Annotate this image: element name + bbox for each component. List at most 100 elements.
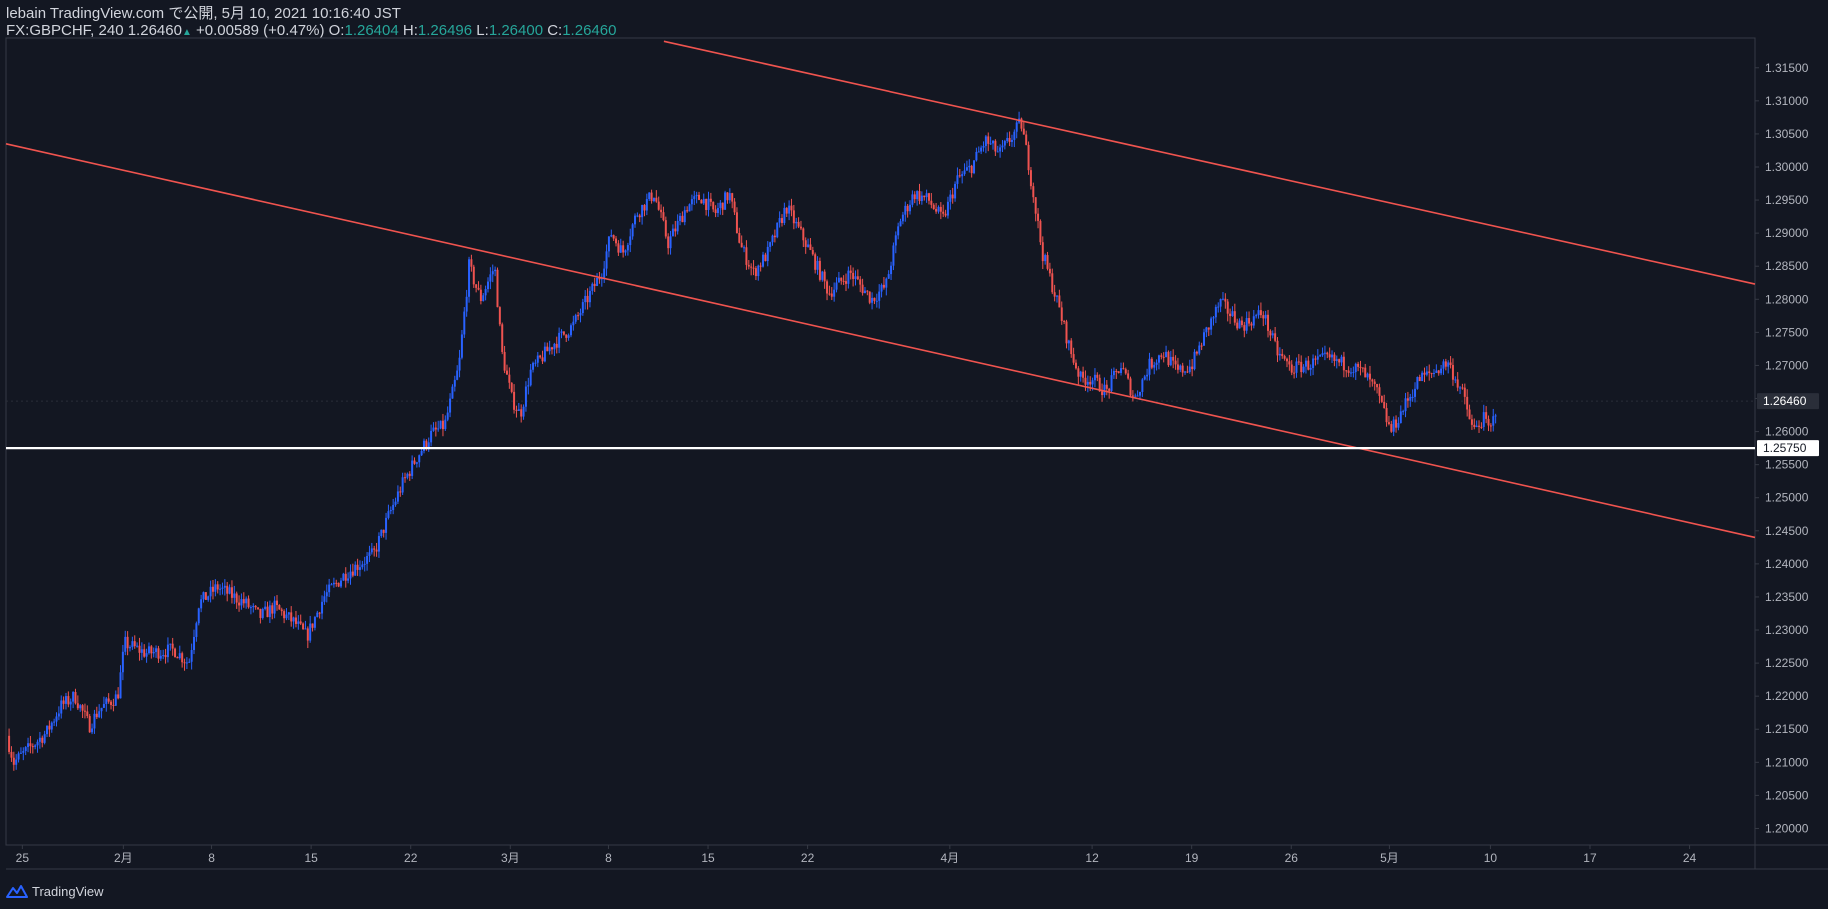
candle-up — [316, 612, 319, 618]
candle-down — [382, 529, 385, 533]
candle-down — [667, 236, 670, 249]
candle-down — [510, 382, 513, 392]
time-tick-label: 15 — [701, 851, 715, 865]
candle-down — [1267, 314, 1270, 331]
candle-up — [695, 194, 698, 197]
candle-up — [64, 696, 67, 704]
candle-up — [880, 284, 883, 292]
candle-up — [1136, 395, 1139, 397]
candle-up — [762, 254, 765, 267]
candle-down — [1326, 352, 1329, 355]
candle-up — [956, 175, 959, 184]
candle-down — [1084, 377, 1087, 385]
time-tick-label: 10 — [1484, 851, 1498, 865]
candle-down — [306, 628, 309, 641]
candle-up — [975, 151, 978, 161]
candle-down — [598, 277, 601, 280]
publish-line: lebain TradingView.com で公開, 5月 10, 2021 … — [6, 5, 401, 22]
candle-up — [954, 183, 957, 199]
price-tick-label: 1.28500 — [1765, 259, 1809, 273]
candle-down — [1115, 371, 1118, 373]
candle-down — [866, 290, 869, 292]
candles-group — [8, 111, 1497, 771]
candle-up — [228, 587, 231, 594]
candle-up — [53, 721, 56, 723]
candle-up — [968, 165, 971, 168]
candle-up — [446, 412, 449, 420]
candle-up — [645, 199, 648, 211]
candle-down — [226, 585, 229, 594]
candle-up — [332, 582, 335, 585]
candle-up — [387, 511, 390, 518]
candle-up — [1414, 388, 1417, 397]
candle-down — [1371, 379, 1374, 382]
candle-up — [193, 636, 196, 651]
candle-down — [1314, 358, 1317, 360]
candle-up — [892, 245, 895, 266]
candle-up — [1231, 311, 1234, 317]
candle-up — [1442, 361, 1445, 369]
candle-up — [358, 567, 361, 570]
candle-down — [1240, 320, 1243, 326]
candle-down — [174, 648, 177, 658]
tradingview-brand[interactable]: TradingView — [6, 880, 104, 902]
candle-up — [368, 552, 371, 556]
candle-down — [830, 293, 833, 297]
candle-down — [171, 643, 174, 649]
candle-down — [1101, 391, 1104, 396]
candle-up — [885, 278, 888, 288]
candle-up — [1402, 411, 1405, 413]
candle-up — [147, 646, 150, 654]
candle-down — [814, 254, 817, 270]
brand-label: TradingView — [32, 883, 104, 899]
candle-up — [743, 247, 746, 249]
candle-up — [463, 311, 466, 335]
candle-up — [795, 221, 798, 224]
candle-up — [973, 160, 976, 174]
candle-up — [847, 270, 850, 284]
candle-down — [942, 211, 945, 214]
candle-down — [110, 701, 113, 705]
candle-up — [223, 585, 226, 588]
candle-down — [615, 238, 618, 244]
candle-down — [712, 201, 715, 210]
candle-up — [363, 563, 366, 565]
price-tick-label: 1.30000 — [1765, 160, 1809, 174]
candle-down — [1191, 366, 1194, 370]
candle-down — [951, 194, 954, 199]
time-tick-label: 4月 — [941, 851, 960, 865]
candle-up — [890, 265, 893, 275]
candle-down — [826, 281, 829, 294]
candle-down — [1347, 370, 1350, 373]
candle-up — [155, 648, 158, 652]
time-tick-label: 19 — [1185, 851, 1199, 865]
candle-up — [724, 192, 727, 210]
tradingview-logo-icon — [6, 885, 28, 898]
candle-up — [1440, 368, 1443, 374]
candle-down — [216, 584, 219, 590]
candle-up — [553, 343, 556, 350]
candle-down — [515, 409, 518, 411]
chart-header: lebain TradingView.com で公開, 5月 10, 2021 … — [6, 5, 616, 39]
candle-up — [249, 607, 252, 609]
candle-down — [88, 716, 91, 733]
candle-up — [1397, 422, 1400, 428]
time-tick-label: 24 — [1683, 851, 1697, 865]
candle-down — [204, 592, 207, 600]
candle-down — [67, 696, 70, 705]
candle-down — [1437, 370, 1440, 374]
candle-up — [1245, 318, 1248, 331]
candle-down — [655, 197, 658, 202]
candle-up — [1203, 332, 1206, 346]
price-tick-label: 1.20000 — [1765, 821, 1809, 835]
close-label: C: — [547, 22, 563, 39]
candle-up — [688, 204, 691, 212]
candle-down — [1248, 318, 1251, 324]
candle-up — [757, 265, 760, 277]
candle-up — [406, 473, 409, 478]
candle-up — [268, 605, 271, 618]
candle-up — [1010, 139, 1013, 142]
candle-down — [470, 259, 473, 267]
candle-down — [840, 277, 843, 281]
